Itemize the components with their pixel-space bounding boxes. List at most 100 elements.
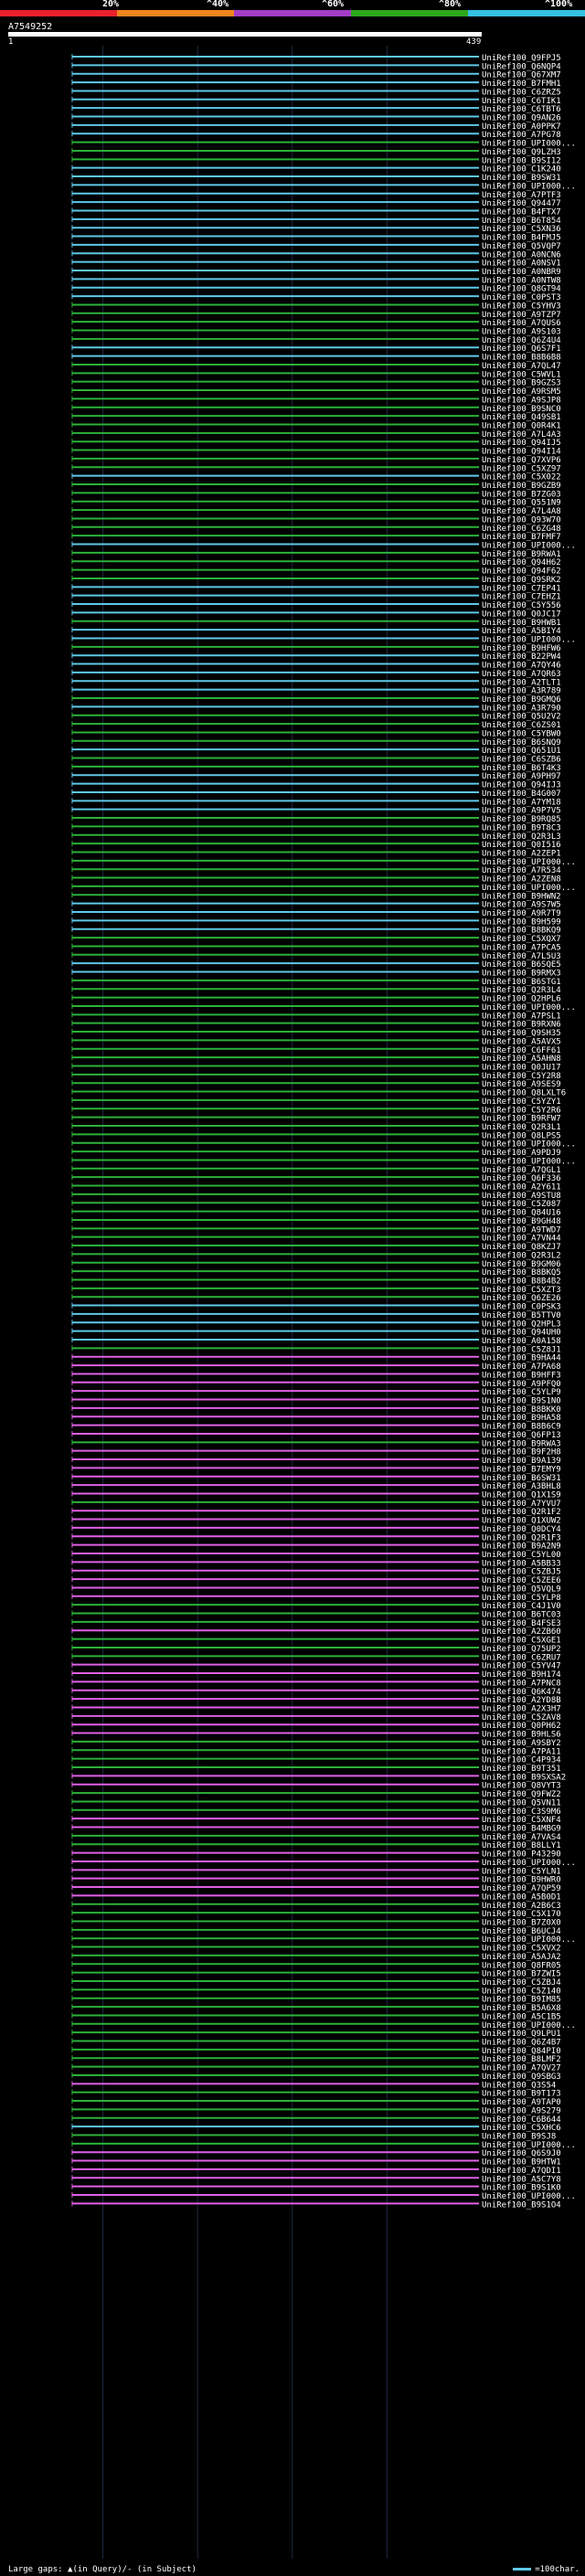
hit-label[interactable]: UniRef100_Q93W70 xyxy=(482,515,561,525)
hit-label[interactable]: UniRef100_C7EHZ1 xyxy=(482,593,561,602)
hit-label[interactable]: UniRef100_B9SW31 xyxy=(482,174,561,183)
hit-label[interactable]: UniRef100_B9A139 xyxy=(482,1457,561,1466)
hit-label[interactable]: UniRef100_C5XHC6 xyxy=(482,2124,561,2133)
hit-label[interactable]: UniRef100_B6STG1 xyxy=(482,978,561,987)
hit-label[interactable]: UniRef100_A3R789 xyxy=(482,687,561,696)
hit-label[interactable]: UniRef100_A5C7Y8 xyxy=(482,2175,561,2184)
hit-label[interactable]: UniRef100_Q8LXLT6 xyxy=(482,1089,566,1098)
hit-label[interactable]: UniRef100_C4J1V0 xyxy=(482,1602,561,1611)
hit-label[interactable]: UniRef100_C5ZEE6 xyxy=(482,1576,561,1585)
hit-label[interactable]: UniRef100_A7QV27 xyxy=(482,2064,561,2073)
hit-label[interactable]: UniRef100_Q7XVP6 xyxy=(482,456,561,465)
hit-label[interactable]: UniRef100_B9GZB9 xyxy=(482,482,561,491)
hit-label[interactable]: UniRef100_B9T351 xyxy=(482,1765,561,1774)
hit-label[interactable]: UniRef100_A9S279 xyxy=(482,2106,561,2115)
hit-label[interactable]: UniRef100_B6T4K3 xyxy=(482,764,561,773)
hit-label[interactable]: UniRef100_C5YBW0 xyxy=(482,729,561,738)
hit-label[interactable]: UniRef100_A3R790 xyxy=(482,704,561,713)
hit-label[interactable]: UniRef100_UPI000... xyxy=(482,2021,576,2030)
hit-label[interactable]: UniRef100_C6ZS01 xyxy=(482,721,561,730)
hit-label[interactable]: UniRef100_Q2R3L1 xyxy=(482,1123,561,1132)
hit-label[interactable]: UniRef100_C3S9M6 xyxy=(482,1807,561,1817)
hit-label[interactable]: UniRef100_C0PSK3 xyxy=(482,1303,561,1312)
hit-label[interactable]: UniRef100_UPI000... xyxy=(482,1859,576,1868)
hit-label[interactable]: UniRef100_Q9FPJ5 xyxy=(482,54,561,63)
hit-label[interactable]: UniRef100_Q9AN26 xyxy=(482,114,561,123)
hit-label[interactable]: UniRef100_B9H174 xyxy=(482,1670,561,1680)
hit-label[interactable]: UniRef100_A0NSV1 xyxy=(482,260,561,269)
hit-label[interactable]: UniRef100_A9TZP7 xyxy=(482,311,561,320)
hit-label[interactable]: UniRef100_A9PH97 xyxy=(482,772,561,781)
hit-label[interactable]: UniRef100_B9F2H8 xyxy=(482,1448,561,1458)
hit-label[interactable]: UniRef100_Q75UP2 xyxy=(482,1645,561,1654)
hit-label[interactable]: UniRef100_B9GM06 xyxy=(482,1260,561,1269)
hit-label[interactable]: UniRef100_B9GMQ6 xyxy=(482,695,561,705)
hit-label[interactable]: UniRef100_A9PFQ0 xyxy=(482,1380,561,1389)
hit-label[interactable]: UniRef100_C6TIK1 xyxy=(482,97,561,106)
hit-label[interactable]: UniRef100_Q94F62 xyxy=(482,567,561,577)
hit-label[interactable]: UniRef100_B9S1O4 xyxy=(482,2200,561,2210)
hit-label[interactable]: UniRef100_A5BIY4 xyxy=(482,627,561,636)
hit-label[interactable]: UniRef100_A7VN44 xyxy=(482,1235,561,1244)
hit-label[interactable]: UniRef100_C5YLP8 xyxy=(482,1594,561,1603)
hit-label[interactable]: UniRef100_C6ZRZ5 xyxy=(482,88,561,97)
hit-label[interactable]: UniRef100_C6ZRU7 xyxy=(482,1653,561,1662)
hit-label[interactable]: UniRef100_B9HFW6 xyxy=(482,644,561,653)
hit-label[interactable]: UniRef100_A9S7W5 xyxy=(482,901,561,910)
hit-label[interactable]: UniRef100_B9SNC0 xyxy=(482,405,561,414)
hit-label[interactable]: UniRef100_B9RFW7 xyxy=(482,1115,561,1124)
hit-label[interactable]: UniRef100_Q2HPL3 xyxy=(482,1320,561,1329)
hit-label[interactable]: UniRef100_B9HFF3 xyxy=(482,1371,561,1380)
hit-label[interactable]: UniRef100_UPI000... xyxy=(482,884,576,893)
hit-label[interactable]: UniRef100_A7L4A8 xyxy=(482,507,561,516)
hit-label[interactable]: UniRef100_C5YLP9 xyxy=(482,1388,561,1397)
hit-label[interactable]: UniRef100_C5YL00 xyxy=(482,1551,561,1560)
hit-label[interactable]: UniRef100_A7QGL1 xyxy=(482,1166,561,1175)
hit-label[interactable]: UniRef100_C5YLN1 xyxy=(482,1867,561,1876)
hit-label[interactable]: UniRef100_C7EP41 xyxy=(482,584,561,593)
hit-label[interactable]: UniRef100_Q9FWZ2 xyxy=(482,1790,561,1799)
hit-label[interactable]: UniRef100_C5XZT3 xyxy=(482,1286,561,1295)
hit-label[interactable]: UniRef100_B9T8C3 xyxy=(482,823,561,832)
hit-label[interactable]: UniRef100_A0A158 xyxy=(482,1337,561,1346)
hit-label[interactable]: UniRef100_B9RWA1 xyxy=(482,550,561,559)
hit-label[interactable]: UniRef100_A2TLT1 xyxy=(482,678,561,687)
hit-label[interactable]: UniRef100_UPI000... xyxy=(482,1935,576,1945)
hit-label[interactable]: UniRef100_B9SI12 xyxy=(482,156,561,165)
hit-label[interactable]: UniRef100_A0NCN6 xyxy=(482,250,561,260)
hit-label[interactable]: UniRef100_A5AHN8 xyxy=(482,1055,561,1064)
hit-label[interactable]: UniRef100_A5BB33 xyxy=(482,1559,561,1568)
hit-label[interactable]: UniRef100_B4FSE3 xyxy=(482,1619,561,1628)
hit-label[interactable]: UniRef100_C5XN36 xyxy=(482,225,561,234)
hit-label[interactable]: UniRef100_Q5VQL9 xyxy=(482,1585,561,1594)
hit-label[interactable]: UniRef100_B7Z0X0 xyxy=(482,1918,561,1927)
hit-label[interactable]: UniRef100_Q9SH35 xyxy=(482,1029,561,1038)
hit-label[interactable]: UniRef100_A9SES9 xyxy=(482,1080,561,1089)
hit-label[interactable]: UniRef100_P43290 xyxy=(482,1850,561,1860)
hit-label[interactable]: UniRef100_A7PA11 xyxy=(482,1747,561,1756)
hit-label[interactable]: UniRef100_A7QDI1 xyxy=(482,2167,561,2176)
hit-label[interactable]: UniRef100_Q6S9J0 xyxy=(482,2149,561,2158)
hit-label[interactable]: UniRef100_A7R534 xyxy=(482,866,561,875)
hit-label[interactable]: UniRef100_C0PST3 xyxy=(482,293,561,302)
hit-label[interactable]: UniRef100_Q9LPU1 xyxy=(482,2030,561,2039)
hit-label[interactable]: UniRef100_Q651U1 xyxy=(482,747,561,756)
hit-label[interactable]: UniRef100_UPI000... xyxy=(482,2192,576,2201)
hit-label[interactable]: UniRef100_A7VAS4 xyxy=(482,1833,561,1842)
hit-label[interactable]: UniRef100_Q1XUW2 xyxy=(482,1517,561,1526)
hit-label[interactable]: UniRef100_Q0JU17 xyxy=(482,1063,561,1072)
hit-label[interactable]: UniRef100_C6B644 xyxy=(482,2115,561,2125)
hit-label[interactable]: UniRef100_A9PDJ9 xyxy=(482,1149,561,1158)
hit-label[interactable]: UniRef100_C5XNF4 xyxy=(482,1816,561,1825)
hit-label[interactable]: UniRef100_Q2R1F3 xyxy=(482,1533,561,1542)
hit-label[interactable]: UniRef100_Q6Z4B7 xyxy=(482,2039,561,2048)
hit-label[interactable]: UniRef100_A7PNC8 xyxy=(482,1679,561,1688)
hit-label[interactable]: UniRef100_B9HLS6 xyxy=(482,1731,561,1740)
hit-label[interactable]: UniRef100_C6TBT6 xyxy=(482,105,561,114)
hit-label[interactable]: UniRef100_Q94477 xyxy=(482,199,561,208)
hit-label[interactable]: UniRef100_B6SQE5 xyxy=(482,960,561,970)
hit-label[interactable]: UniRef100_A9SBY2 xyxy=(482,1739,561,1748)
hit-label[interactable]: UniRef100_B4FMJ5 xyxy=(482,234,561,243)
hit-label[interactable]: UniRef100_Q8FR05 xyxy=(482,1961,561,1970)
hit-label[interactable]: UniRef100_B9RMX3 xyxy=(482,970,561,979)
